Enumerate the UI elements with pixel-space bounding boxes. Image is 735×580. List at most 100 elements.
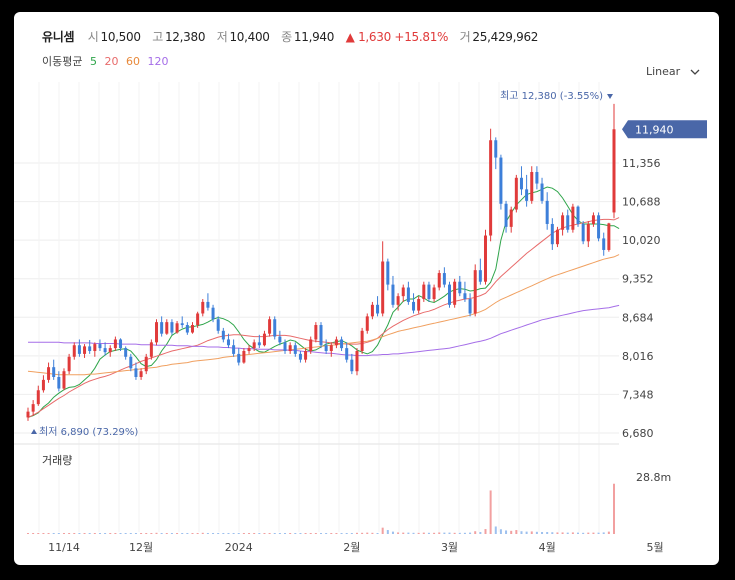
candle-body <box>31 404 35 412</box>
volume-bar <box>165 533 168 534</box>
ma20-line <box>27 217 620 418</box>
candle-body <box>72 345 76 357</box>
moving-average-legend[interactable]: 이동평균 5 20 60 120 <box>42 53 172 69</box>
scale-value: Linear <box>646 65 681 78</box>
ma-label: 이동평균 <box>42 55 83 68</box>
ma120-line <box>28 304 620 357</box>
candle-body <box>340 339 344 349</box>
candle-body <box>494 140 498 158</box>
candle-body <box>232 345 236 354</box>
volume-bar <box>350 533 353 534</box>
low-label: 저 <box>216 30 228 44</box>
volume-bar <box>546 532 549 534</box>
candle-body <box>391 284 395 305</box>
volume-bar <box>32 533 35 534</box>
volume-bar <box>443 532 446 534</box>
candle-body <box>535 172 539 184</box>
x-tick-label: 12월 <box>129 541 153 554</box>
candle-body <box>196 313 200 326</box>
candle-body <box>417 299 421 311</box>
current-price-label: 11,940 <box>635 123 674 136</box>
candle-body <box>355 351 359 372</box>
ma60-label: 60 <box>125 55 140 68</box>
candle-body <box>448 284 452 305</box>
volume-bar <box>381 527 384 534</box>
volume-bar <box>325 533 328 534</box>
stock-name: 유니셈 <box>42 30 75 44</box>
volume-bar <box>335 533 338 534</box>
candle-body <box>566 215 570 230</box>
candle-body <box>319 325 323 346</box>
volume-bar <box>602 532 605 534</box>
volume-bar <box>248 533 251 534</box>
volume-bar <box>37 533 40 534</box>
ma20-label: 20 <box>104 55 119 68</box>
volume-panel-title: 거래량 <box>42 454 72 467</box>
candle-body <box>586 223 590 242</box>
volume-bar <box>232 533 235 534</box>
candle-body <box>350 359 354 372</box>
volume-bar <box>463 532 466 534</box>
volume-bar <box>278 533 281 534</box>
high-value: 12,380 <box>164 30 206 44</box>
candle-body <box>139 371 143 377</box>
candle-body <box>334 339 338 346</box>
candle-body <box>36 390 40 405</box>
volume-bar <box>479 532 482 534</box>
volume-bar <box>397 532 400 534</box>
candle-body <box>103 348 107 353</box>
price-tick-label: 8,684 <box>622 311 654 324</box>
candle-body <box>370 304 374 317</box>
candle-body <box>591 215 595 224</box>
ma5-label: 5 <box>89 55 97 68</box>
candle-body <box>83 346 87 354</box>
candle-body <box>134 368 138 377</box>
volume-bar <box>68 533 71 534</box>
triangle-up-icon <box>31 429 37 434</box>
candle-body <box>324 345 328 352</box>
volume-bar <box>212 533 215 534</box>
close-value: 11,940 <box>293 30 335 44</box>
candle-body <box>124 348 128 357</box>
candle-body <box>314 325 318 340</box>
candle-body <box>283 342 287 352</box>
candle-body <box>247 348 251 352</box>
candle-body <box>473 270 477 314</box>
volume-bar <box>566 532 569 534</box>
volume-bar <box>263 533 266 534</box>
candle-body <box>401 287 405 297</box>
volume-bar <box>129 533 132 534</box>
volume-bar <box>592 532 595 534</box>
scale-select[interactable]: Linear <box>646 65 700 78</box>
candle-body <box>98 344 102 349</box>
volume-bar <box>294 533 297 534</box>
candle-body <box>550 223 554 245</box>
volume-bar <box>499 529 502 534</box>
volume-bar <box>170 533 173 534</box>
volume-bar <box>361 532 364 534</box>
candle-body <box>555 229 559 245</box>
volume-bar <box>525 531 528 534</box>
candle-body <box>360 330 364 352</box>
candle-body <box>530 172 534 201</box>
candle-body <box>108 348 112 353</box>
volume-bar <box>320 533 322 534</box>
low-annotation: 최저 6,890 (73.29%) <box>39 426 138 438</box>
candle-body <box>175 323 179 333</box>
low-value: 10,400 <box>229 30 270 44</box>
volume-bar <box>222 533 225 534</box>
volume-bar <box>391 531 394 534</box>
volume-bar <box>119 533 122 534</box>
candle-body <box>41 379 45 391</box>
volume-bar <box>176 533 179 534</box>
volume-bar <box>309 533 312 534</box>
price-tick-label: 10,020 <box>622 234 661 247</box>
price-chart[interactable]: 6,680 7,348 8,016 8,684 9,352 10,020 10,688 11,… <box>14 12 719 565</box>
candle-body <box>345 348 349 360</box>
candle-body <box>597 215 601 239</box>
candle-body <box>509 209 513 227</box>
candle-body <box>155 322 159 343</box>
volume-bar <box>505 530 508 534</box>
candle-body <box>211 307 215 320</box>
volume-bar <box>366 532 369 534</box>
